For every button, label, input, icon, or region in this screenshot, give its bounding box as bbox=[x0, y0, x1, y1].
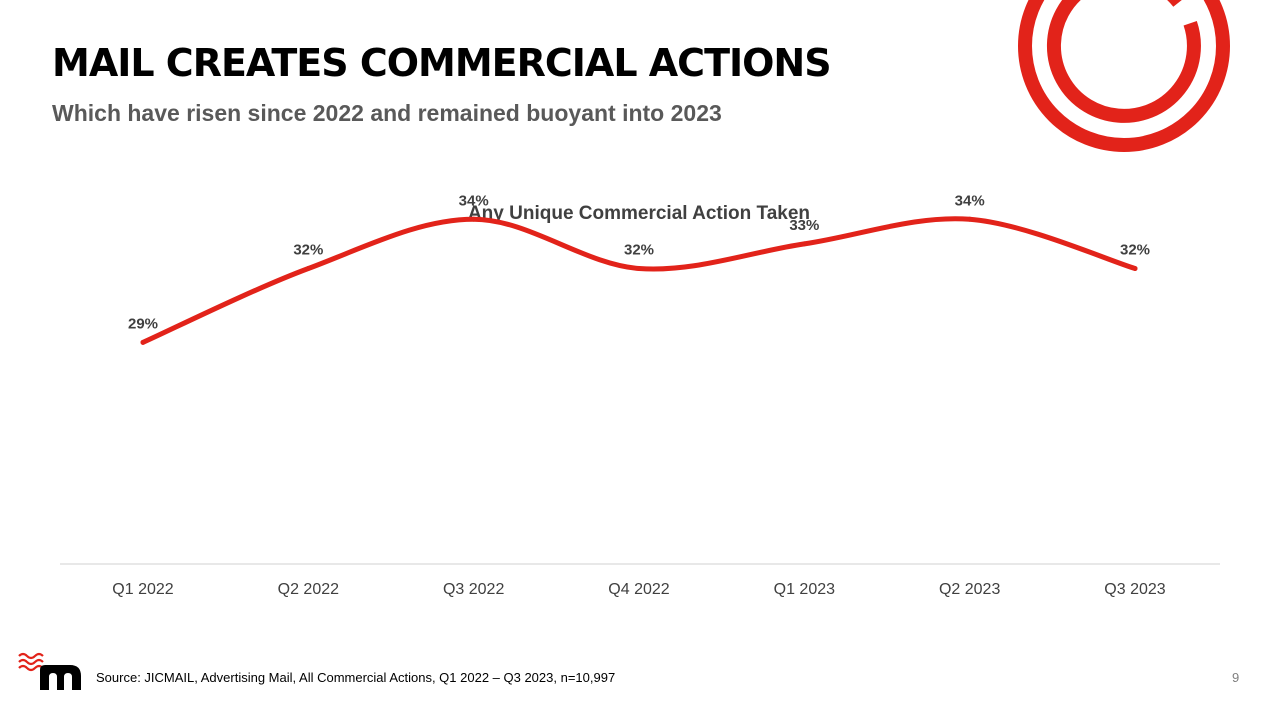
data-point bbox=[801, 241, 807, 247]
data-point bbox=[1132, 266, 1138, 271]
data-label: 32% bbox=[624, 242, 654, 259]
data-point bbox=[636, 266, 642, 271]
data-point bbox=[305, 266, 311, 271]
x-tick-label: Q2 2023 bbox=[939, 581, 1000, 598]
jicmail-m-logo-icon bbox=[18, 652, 81, 690]
x-tick-label: Q3 2022 bbox=[443, 581, 504, 598]
x-tick-label: Q3 2023 bbox=[1104, 581, 1165, 598]
slide-subtitle: Which have risen since 2022 and remained… bbox=[52, 100, 722, 126]
series-line bbox=[140, 216, 1138, 345]
page-number: 9 bbox=[1232, 670, 1240, 685]
chart-title: Any Unique Commercial Action Taken bbox=[468, 203, 810, 224]
data-point bbox=[140, 339, 146, 345]
data-point bbox=[967, 216, 973, 222]
data-label: 34% bbox=[955, 192, 985, 209]
x-tick-label: Q1 2022 bbox=[112, 581, 173, 598]
data-label: 33% bbox=[789, 217, 819, 234]
x-tick-label: Q2 2022 bbox=[278, 581, 339, 598]
source-note: Source: JICMAIL, Advertising Mail, All C… bbox=[96, 670, 616, 685]
data-label: 34% bbox=[459, 192, 489, 209]
data-label: 32% bbox=[293, 242, 323, 259]
x-tick-label: Q1 2023 bbox=[774, 581, 835, 598]
x-tick-label: Q4 2022 bbox=[608, 581, 669, 598]
slide-title: MAIL CREATES COMMERCIAL ACTIONS bbox=[52, 41, 832, 85]
data-point bbox=[471, 216, 477, 222]
data-label: 29% bbox=[128, 315, 158, 332]
data-label: 32% bbox=[1120, 242, 1150, 259]
